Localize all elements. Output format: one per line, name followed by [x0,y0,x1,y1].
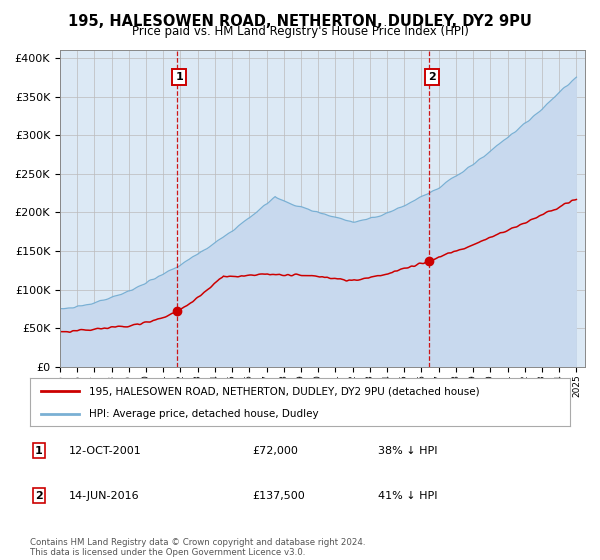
Text: 195, HALESOWEN ROAD, NETHERTON, DUDLEY, DY2 9PU: 195, HALESOWEN ROAD, NETHERTON, DUDLEY, … [68,14,532,29]
Text: 1: 1 [35,446,43,456]
Text: 195, HALESOWEN ROAD, NETHERTON, DUDLEY, DY2 9PU (detached house): 195, HALESOWEN ROAD, NETHERTON, DUDLEY, … [89,386,480,396]
Text: £72,000: £72,000 [252,446,298,456]
Text: 38% ↓ HPI: 38% ↓ HPI [378,446,437,456]
Text: HPI: Average price, detached house, Dudley: HPI: Average price, detached house, Dudl… [89,409,319,419]
Text: Contains HM Land Registry data © Crown copyright and database right 2024.
This d: Contains HM Land Registry data © Crown c… [30,538,365,557]
Text: 2: 2 [428,72,436,82]
Text: £137,500: £137,500 [252,491,305,501]
Text: 12-OCT-2001: 12-OCT-2001 [69,446,142,456]
Text: 2: 2 [35,491,43,501]
Text: Price paid vs. HM Land Registry's House Price Index (HPI): Price paid vs. HM Land Registry's House … [131,25,469,38]
Text: 1: 1 [175,72,183,82]
Text: 41% ↓ HPI: 41% ↓ HPI [378,491,437,501]
Text: 14-JUN-2016: 14-JUN-2016 [69,491,140,501]
